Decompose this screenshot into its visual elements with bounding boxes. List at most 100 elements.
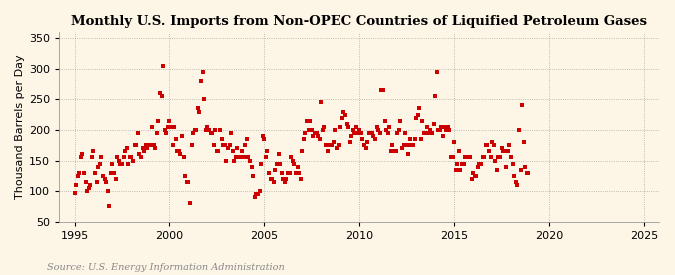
Point — [447, 155, 458, 160]
Point — [148, 143, 159, 147]
Point — [77, 152, 88, 156]
Point — [122, 146, 132, 150]
Point — [211, 149, 222, 153]
Point — [517, 103, 528, 108]
Point — [110, 177, 121, 181]
Point — [294, 170, 304, 175]
Point — [90, 170, 101, 175]
Point — [144, 143, 155, 147]
Point — [101, 180, 111, 184]
Point — [370, 137, 381, 141]
Point — [223, 146, 234, 150]
Point — [250, 195, 261, 199]
Point — [96, 155, 107, 160]
Point — [153, 119, 164, 123]
Point — [158, 64, 169, 68]
Point — [522, 170, 533, 175]
Point — [422, 125, 433, 129]
Point — [286, 155, 296, 160]
Point — [167, 143, 178, 147]
Point — [169, 125, 180, 129]
Point — [230, 155, 241, 160]
Point — [117, 161, 128, 166]
Point — [182, 180, 192, 184]
Point — [156, 94, 167, 98]
Point — [295, 177, 306, 181]
Point — [292, 164, 303, 169]
Point — [216, 137, 227, 141]
Point — [335, 125, 346, 129]
Point — [186, 143, 197, 147]
Point — [476, 161, 487, 166]
Point — [132, 131, 143, 135]
Point — [235, 155, 246, 160]
Point — [275, 161, 286, 166]
Point — [439, 125, 450, 129]
Point — [483, 149, 494, 153]
Point — [520, 164, 531, 169]
Point — [128, 158, 138, 163]
Point — [472, 164, 483, 169]
Point — [180, 174, 190, 178]
Point — [219, 143, 230, 147]
Point — [71, 183, 82, 187]
Point — [485, 155, 496, 160]
Point — [189, 128, 200, 132]
Point — [510, 180, 521, 184]
Point — [170, 137, 181, 141]
Point — [271, 161, 282, 166]
Point — [305, 119, 316, 123]
Point — [344, 140, 355, 144]
Point — [129, 143, 140, 147]
Point — [136, 155, 146, 160]
Point — [474, 161, 485, 166]
Point — [441, 128, 452, 132]
Point — [240, 143, 250, 147]
Point — [319, 125, 330, 129]
Point — [204, 128, 215, 132]
Point — [281, 177, 292, 181]
Point — [155, 91, 165, 95]
Point — [452, 161, 462, 166]
Point — [348, 128, 358, 132]
Point — [146, 125, 157, 129]
Point — [218, 143, 229, 147]
Point — [300, 131, 311, 135]
Point — [469, 174, 480, 178]
Point — [91, 180, 102, 184]
Point — [501, 164, 512, 169]
Point — [471, 174, 482, 178]
Point — [313, 134, 323, 138]
Point — [316, 100, 327, 104]
Point — [449, 140, 460, 144]
Point — [368, 134, 379, 138]
Point — [252, 192, 263, 196]
Point — [161, 131, 171, 135]
Point — [481, 143, 491, 147]
Point — [78, 170, 89, 175]
Point — [373, 128, 383, 132]
Point — [466, 177, 477, 181]
Point — [224, 143, 235, 147]
Point — [178, 155, 189, 160]
Point — [209, 143, 219, 147]
Point — [458, 161, 469, 166]
Point — [411, 116, 422, 120]
Point — [343, 125, 354, 129]
Point — [196, 79, 207, 83]
Point — [382, 131, 393, 135]
Point — [278, 177, 289, 181]
Point — [177, 134, 188, 138]
Point — [82, 189, 92, 193]
Point — [118, 155, 129, 160]
Point — [354, 128, 364, 132]
Point — [109, 170, 119, 175]
Point — [123, 161, 134, 166]
Point — [418, 131, 429, 135]
Point — [322, 149, 333, 153]
Point — [376, 88, 387, 92]
Point — [264, 170, 275, 175]
Point — [269, 180, 279, 184]
Point — [221, 158, 232, 163]
Point — [390, 149, 401, 153]
